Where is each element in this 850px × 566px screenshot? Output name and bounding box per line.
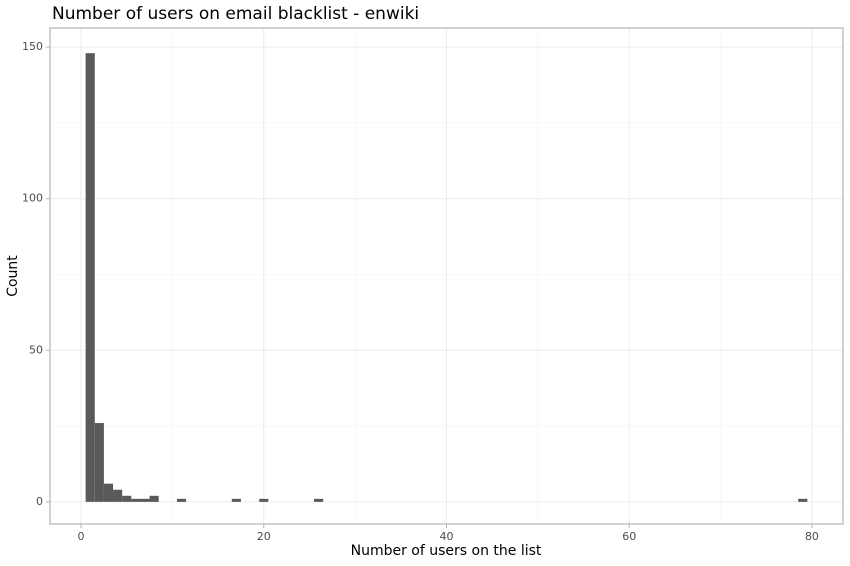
x-axis-title: Number of users on the list bbox=[351, 543, 542, 559]
bar bbox=[113, 489, 123, 502]
bar bbox=[176, 498, 187, 502]
bar bbox=[798, 498, 808, 502]
bar bbox=[94, 423, 104, 502]
x-tick-label: 40 bbox=[440, 530, 454, 543]
x-tick-label: 20 bbox=[257, 530, 271, 543]
bar bbox=[131, 498, 141, 502]
chart-title: Number of users on email blacklist - enw… bbox=[52, 4, 419, 24]
bar bbox=[149, 495, 159, 502]
bar bbox=[122, 495, 132, 502]
bar bbox=[231, 498, 241, 502]
bar bbox=[140, 498, 150, 502]
y-tick-label: 100 bbox=[22, 192, 43, 205]
y-tick-label: 150 bbox=[22, 40, 43, 53]
y-tick-label: 0 bbox=[36, 495, 43, 508]
panel-border bbox=[49, 27, 844, 525]
bar bbox=[314, 498, 324, 502]
bar bbox=[103, 483, 114, 502]
bar bbox=[85, 53, 95, 502]
y-tick-label: 50 bbox=[29, 343, 43, 356]
bar bbox=[259, 498, 269, 502]
x-tick-label: 0 bbox=[78, 530, 85, 543]
x-tick-label: 60 bbox=[622, 530, 636, 543]
x-tick-label: 80 bbox=[805, 530, 819, 543]
y-axis-title: Count bbox=[5, 255, 21, 297]
